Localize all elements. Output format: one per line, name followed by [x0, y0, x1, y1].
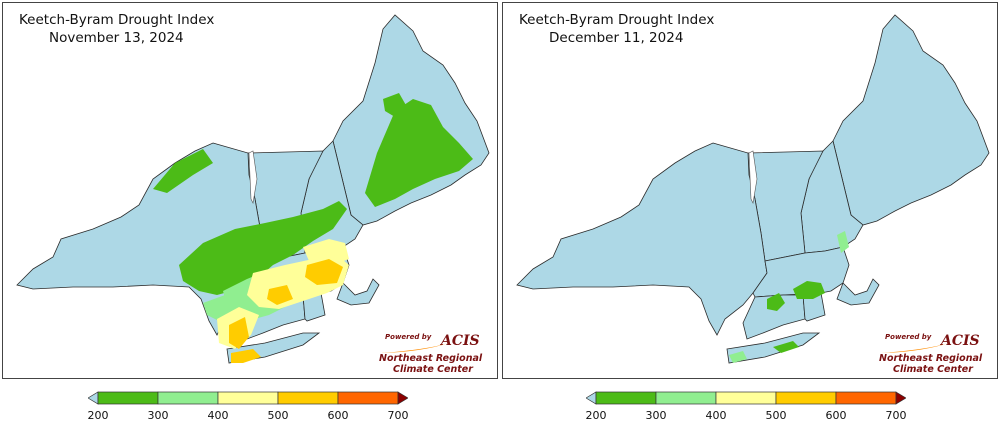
- cape-cod: [836, 278, 880, 306]
- legend-tick: 200: [585, 409, 607, 422]
- map-title: Keetch-Byram Drought Index November 13, …: [19, 11, 214, 47]
- legend-bin-600-700: [835, 391, 897, 405]
- legend-under-200: [586, 391, 597, 405]
- legend-tick: 600: [327, 409, 349, 422]
- state-maine: [832, 14, 990, 226]
- legend-bin-400-500: [715, 391, 777, 405]
- legend-tick: 600: [825, 409, 847, 422]
- state-massachusetts: [752, 246, 850, 298]
- legend-tick: 300: [147, 409, 169, 422]
- legend-bin-300-400: [157, 391, 219, 405]
- legend-bin-500-600: [775, 391, 837, 405]
- drought-map-november: [16, 14, 490, 364]
- state-new-york: [516, 142, 768, 336]
- nrcc-acis-logo: Powered by ACIS Northeast Regional Clima…: [375, 333, 493, 375]
- legend-over-700: [397, 391, 408, 405]
- legend-bar: [586, 391, 906, 405]
- logo-org-line2: Climate Center: [393, 364, 473, 375]
- logo-org-line1: Northeast Regional: [379, 353, 483, 364]
- color-legend-left: 200 300 400 500 600 700: [87, 391, 409, 423]
- legend-bin-400-500: [217, 391, 279, 405]
- map-panel-december: Keetch-Byram Drought Index December 11, …: [502, 2, 998, 379]
- lake-champlain: [248, 150, 258, 204]
- lake-champlain: [748, 150, 758, 204]
- logo-powered-by: Powered by: [885, 333, 932, 341]
- legend-tick: 500: [267, 409, 289, 422]
- legend-tick: 400: [207, 409, 229, 422]
- legend-bin-600-700: [337, 391, 399, 405]
- logo-powered-by: Powered by: [385, 333, 432, 341]
- legend-bar: [88, 391, 408, 405]
- legend-over-700: [895, 391, 906, 405]
- logo-acis: ACIS: [941, 333, 980, 349]
- map-date: November 13, 2024: [49, 30, 184, 46]
- logo-org-line2: Climate Center: [893, 364, 973, 375]
- logo-acis: ACIS: [441, 333, 480, 349]
- legend-under-200: [88, 391, 99, 405]
- map-title: Keetch-Byram Drought Index December 11, …: [519, 11, 714, 47]
- nrcc-acis-logo: Powered by ACIS Northeast Regional Clima…: [875, 333, 993, 375]
- legend-bin-200-300: [595, 391, 657, 405]
- legend-tick: 400: [705, 409, 727, 422]
- state-connecticut: [742, 294, 806, 340]
- title-text: Keetch-Byram Drought Index: [519, 12, 715, 28]
- legend-tick: 500: [765, 409, 787, 422]
- title-text: Keetch-Byram Drought Index: [19, 12, 215, 28]
- legend-tick: 300: [645, 409, 667, 422]
- logo-org-line1: Northeast Regional: [879, 353, 983, 364]
- drought-map-december: [516, 14, 990, 364]
- map-date: December 11, 2024: [549, 30, 684, 46]
- cape-cod: [336, 278, 380, 306]
- legend-tick: 700: [387, 409, 409, 422]
- legend-bin-300-400: [655, 391, 717, 405]
- map-panel-november: Keetch-Byram Drought Index November 13, …: [2, 2, 498, 379]
- legend-bin-500-600: [277, 391, 339, 405]
- color-legend-right: 200 300 400 500 600 700: [585, 391, 907, 423]
- legend-tick: 200: [87, 409, 109, 422]
- legend-tick: 700: [885, 409, 907, 422]
- legend-bin-200-300: [97, 391, 159, 405]
